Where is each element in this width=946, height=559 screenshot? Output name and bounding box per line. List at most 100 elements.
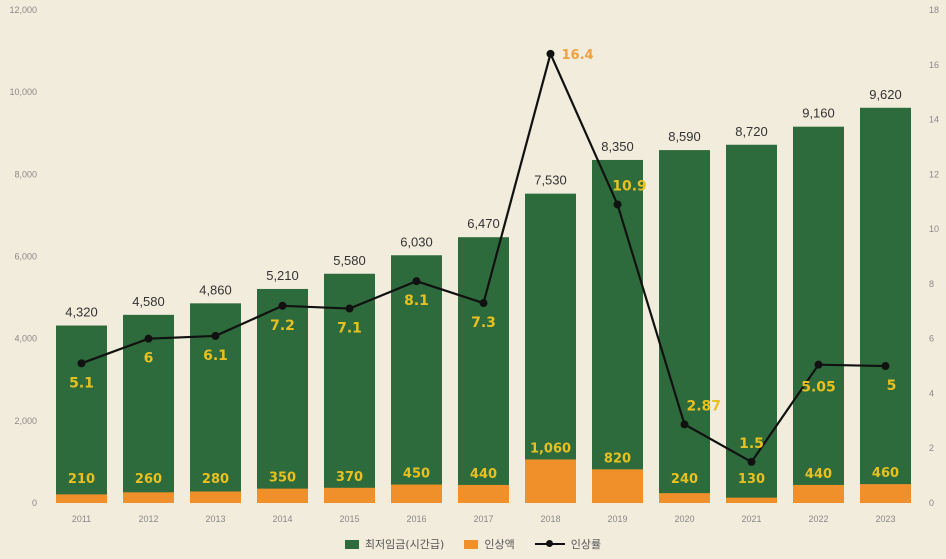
x-tick-label: 2022 [808, 514, 828, 524]
rate-label: 8.1 [404, 293, 429, 309]
x-tick-label: 2019 [607, 514, 627, 524]
increase-bar [793, 484, 844, 503]
increase-bar-label: 440 [805, 467, 832, 482]
x-tick-label: 2016 [406, 514, 426, 524]
wage-bar-label: 4,320 [65, 305, 98, 320]
x-tick-label: 2013 [205, 514, 225, 524]
increase-bar [659, 493, 710, 503]
rate-point [77, 359, 86, 368]
wage-bar-label: 6,470 [467, 216, 500, 231]
x-axis: 2011 2012 2013 2014 2015 2016 2017 2018 2019 2020… [72, 514, 896, 524]
rate-label: 10.9 [612, 178, 647, 194]
y-right-tick-label: 14 [929, 115, 939, 125]
rate-labels: 5.1 6 6.1 7.2 7.1 8.1 7.3 16.4 10.9 2.87 1.5 5.05 5 [69, 48, 896, 452]
wage-bar-label: 9,160 [802, 106, 835, 121]
wage-bar [391, 255, 442, 503]
y-right-tick-label: 8 [929, 279, 934, 289]
wage-bar-label: 8,350 [601, 139, 634, 154]
rate-label: 6.1 [203, 348, 228, 364]
increase-bar-label: 820 [604, 451, 631, 466]
increase-bar [726, 497, 777, 503]
rate-label: 5.1 [69, 375, 94, 391]
x-tick-label: 2021 [741, 514, 761, 524]
legend-swatch-wage [344, 539, 359, 549]
rate-point [881, 362, 890, 371]
legend-label-increase: 인상액 [484, 538, 515, 551]
wage-bar-label: 9,620 [869, 87, 902, 102]
rate-point [412, 277, 421, 286]
increase-bar [860, 484, 911, 503]
x-tick-label: 2012 [138, 514, 158, 524]
rate-point [479, 299, 488, 308]
rate-line [77, 49, 890, 466]
increase-bar-label: 440 [470, 467, 497, 482]
right-axis: 0 2 4 6 8 10 12 14 16 18 [929, 5, 939, 508]
y-left-tick-label: 0 [32, 498, 37, 508]
wage-bar [123, 314, 174, 503]
increase-bar [123, 492, 174, 503]
rate-label: 1.5 [739, 436, 764, 452]
wage-bar-label: 6,030 [400, 234, 433, 249]
increase-bar-label: 460 [872, 466, 899, 481]
increase-bar-label: 240 [671, 472, 698, 487]
increase-bar [592, 469, 643, 503]
wage-bar-label: 8,590 [668, 129, 701, 144]
left-axis: 0 2,000 4,000 6,000 8,000 10,000 12,000 [9, 5, 37, 508]
increase-bar [458, 484, 509, 503]
rate-point [680, 420, 689, 429]
wage-bar-label: 4,860 [199, 282, 232, 297]
legend-item-rate: 인상률 [534, 536, 602, 552]
x-tick-label: 2011 [72, 514, 91, 524]
increase-bar-label: 260 [135, 472, 162, 487]
y-left-tick-label: 4,000 [14, 334, 37, 344]
rate-label: 16.4 [562, 48, 594, 63]
wage-bar [592, 159, 643, 503]
y-right-tick-label: 0 [929, 498, 934, 508]
increase-bar [257, 488, 308, 503]
increase-bar-label: 210 [68, 472, 95, 487]
increase-bar [56, 494, 107, 503]
y-left-tick-label: 2,000 [14, 416, 37, 426]
increase-bar-label: 1,060 [530, 441, 571, 456]
y-left-tick-label: 8,000 [14, 169, 37, 179]
wage-bars [56, 107, 911, 504]
increase-bar-label: 350 [269, 471, 296, 486]
legend-swatch-increase [464, 539, 479, 549]
legend: 최저임금(시간급) 인상액 인상률 [0, 536, 946, 552]
rate-label: 5.05 [801, 380, 836, 396]
y-right-tick-label: 6 [929, 334, 934, 344]
wage-bar [56, 325, 107, 503]
legend-item-wage: 최저임금(시간급) [344, 536, 445, 552]
rate-point [613, 200, 622, 209]
rate-label: 2.87 [687, 398, 722, 414]
increase-bar-label: 280 [202, 472, 229, 487]
legend-label-rate: 인상률 [570, 538, 602, 551]
y-right-tick-label: 4 [929, 388, 934, 398]
bar-labels: 4,320 4,580 4,860 5,210 5,580 6,030 6,470 7,530… [65, 87, 902, 487]
rate-label: 6 [144, 351, 154, 367]
increase-bar-label: 370 [336, 470, 363, 485]
legend-label-wage: 최저임금(시간급) [364, 538, 445, 551]
y-right-tick-label: 2 [929, 443, 934, 453]
wage-bar [860, 107, 911, 504]
increase-bar-label: 130 [738, 472, 765, 487]
increase-bar [391, 484, 442, 503]
wage-bar [793, 126, 844, 503]
wage-bar-label: 5,210 [266, 268, 299, 283]
y-right-tick-label: 18 [929, 5, 939, 15]
x-tick-label: 2017 [473, 514, 493, 524]
rate-label: 7.1 [337, 321, 362, 337]
wage-bar [525, 193, 576, 503]
rate-point [278, 301, 287, 310]
rate-label: 7.2 [270, 318, 295, 334]
wage-bar-label: 8,720 [735, 124, 768, 139]
increase-bars [56, 459, 911, 503]
x-tick-label: 2018 [540, 514, 560, 524]
wage-bar [257, 288, 308, 503]
y-right-tick-label: 16 [929, 60, 939, 70]
x-tick-label: 2015 [339, 514, 359, 524]
rate-point [814, 360, 823, 369]
increase-bar-label: 450 [403, 467, 430, 482]
wage-bar-label: 7,530 [534, 173, 567, 188]
rate-point [144, 334, 153, 343]
